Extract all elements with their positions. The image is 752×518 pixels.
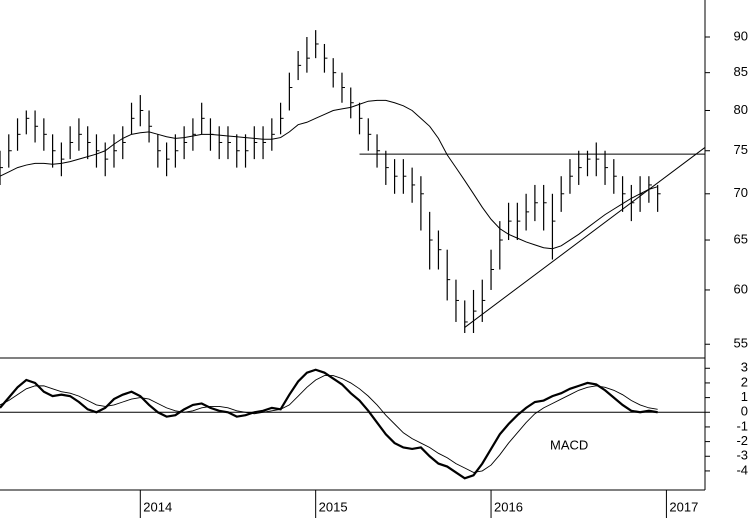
y-tick-label: -2 — [736, 433, 748, 448]
moving-average — [0, 99, 658, 250]
y-tick-label: 65 — [734, 231, 748, 246]
y-tick-label: -3 — [736, 448, 748, 463]
macd-label: MACD — [550, 437, 588, 452]
y-tick-label: 55 — [734, 336, 748, 351]
y-tick-label: 90 — [734, 28, 748, 43]
x-tick-label: 2015 — [319, 499, 348, 514]
y-tick-label: -4 — [736, 462, 748, 477]
y-tick-label: 60 — [734, 281, 748, 296]
trendline — [464, 147, 706, 328]
y-tick-label: 75 — [734, 142, 748, 157]
y-tick-label: 2 — [741, 374, 748, 389]
x-tick-label: 2017 — [669, 499, 698, 514]
y-tick-label: 85 — [734, 64, 748, 79]
x-tick-label: 2014 — [143, 499, 172, 514]
y-tick-label: -1 — [736, 418, 748, 433]
y-tick-label: 0 — [741, 404, 748, 419]
y-tick-label: 3 — [741, 360, 748, 375]
x-tick-label: 2016 — [494, 499, 523, 514]
y-tick-label: 1 — [741, 389, 748, 404]
macd-line — [0, 375, 658, 473]
y-tick-label: 70 — [734, 185, 748, 200]
macd-line — [0, 368, 658, 480]
y-tick-label: 80 — [734, 102, 748, 117]
